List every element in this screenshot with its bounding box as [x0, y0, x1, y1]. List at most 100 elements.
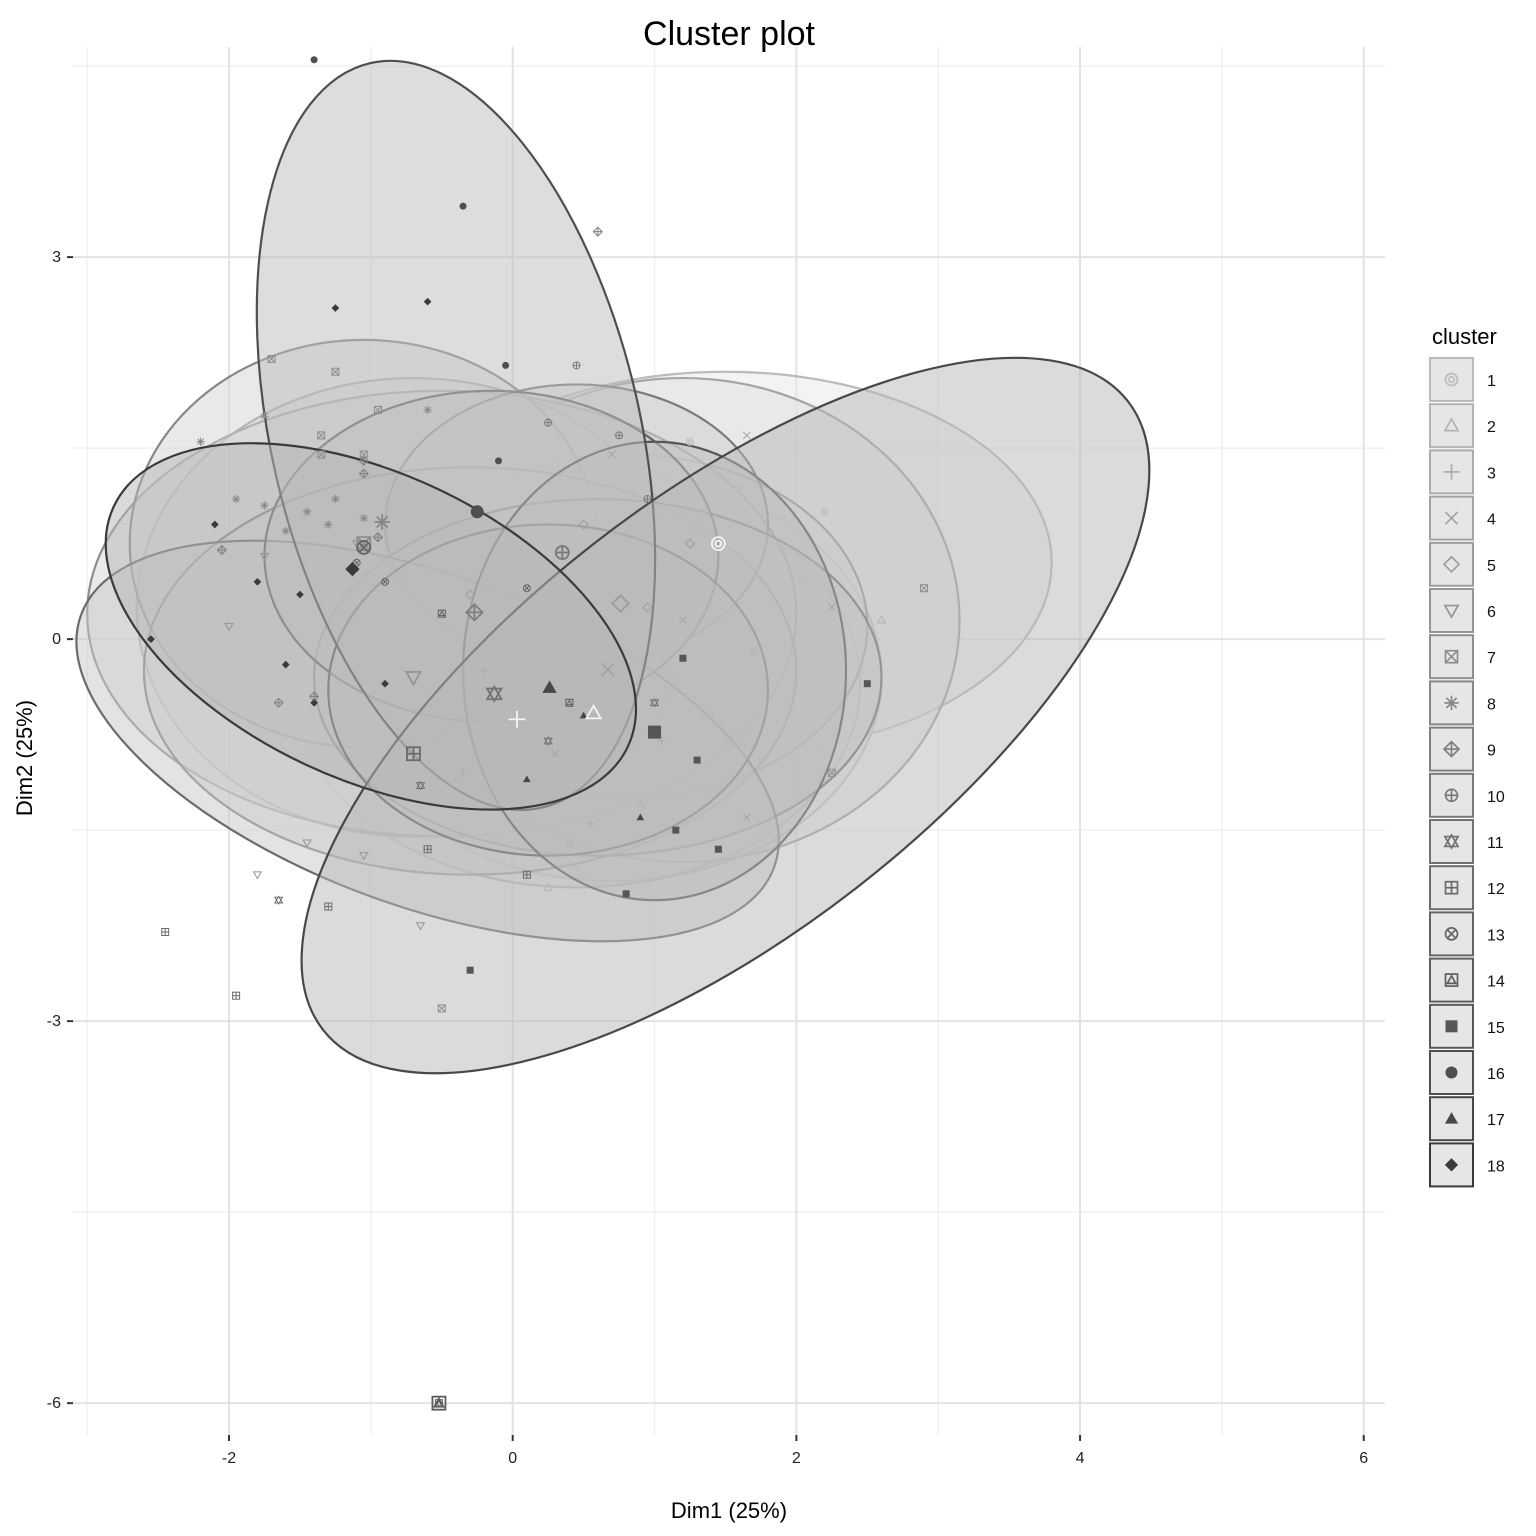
cluster-17-centroid — [542, 680, 557, 693]
cluster-12-point — [423, 845, 432, 854]
cluster-12-point — [161, 928, 170, 937]
x-tick-label: 6 — [1359, 1450, 1368, 1467]
legend-symbol-circle-x — [1444, 927, 1459, 941]
legend-item-6: 6 — [1429, 588, 1496, 633]
cluster-18-point — [331, 304, 340, 312]
cluster-8-point — [331, 494, 340, 504]
cluster-12-point — [232, 991, 241, 1000]
cluster-18-ellipse — [104, 442, 638, 811]
cluster-6-point — [415, 922, 426, 931]
cluster-6-point — [359, 852, 369, 861]
legend-item-14: 14 — [1429, 957, 1505, 1003]
cluster-18-point — [253, 577, 262, 586]
cluster-2-point — [564, 838, 575, 847]
cluster-4-centroid — [600, 662, 615, 677]
cluster-1-point — [629, 488, 638, 497]
cluster-5-point — [642, 602, 653, 613]
legend-label: 2 — [1487, 419, 1496, 436]
legend-symbol-circle-dot — [1444, 372, 1459, 387]
cluster-12-point — [324, 902, 333, 911]
legend-item-5: 5 — [1429, 541, 1496, 587]
cluster-4-point — [551, 749, 560, 758]
cluster-3-point — [479, 666, 489, 676]
cluster-11-point — [273, 895, 284, 906]
cluster-18-point — [381, 679, 389, 688]
cluster-18-point — [310, 698, 318, 707]
cluster-centroids — [345, 505, 726, 1411]
cluster-15-point — [466, 966, 474, 974]
legend-key — [1429, 541, 1474, 587]
legend-label: 1 — [1487, 373, 1496, 390]
cluster-1-point — [778, 545, 787, 554]
cluster-16-point — [310, 56, 318, 64]
legend-item-8: 8 — [1429, 680, 1496, 726]
cluster-18-point — [147, 635, 155, 643]
cluster-4-point — [827, 603, 836, 612]
cluster-9-point — [273, 697, 284, 708]
cluster-1-point — [685, 437, 694, 446]
legend-symbol-square — [1445, 1020, 1458, 1033]
cluster-6-point — [224, 623, 234, 632]
cluster-12-centroid — [406, 746, 421, 762]
legend-symbol-diamond-open — [1442, 555, 1461, 573]
legend-label: 18 — [1487, 1158, 1505, 1175]
cluster-14-point — [565, 698, 574, 707]
cluster-1-point — [693, 526, 702, 535]
y-tick-label: 3 — [52, 249, 61, 266]
legend-item-11: 11 — [1429, 819, 1504, 864]
cluster-7-point — [373, 405, 382, 414]
legend-item-13: 13 — [1429, 911, 1505, 957]
cluster-16-centroid — [470, 505, 484, 519]
legend-symbol-star-of-david — [1443, 833, 1460, 850]
legend-label: 5 — [1487, 558, 1496, 575]
legend-symbol-square-triangle — [1444, 973, 1459, 987]
cluster-16-point — [502, 361, 510, 369]
legend-label: 12 — [1487, 881, 1505, 898]
cluster-11-point — [543, 736, 553, 746]
cluster-3-point — [657, 736, 667, 746]
cluster-2-point — [876, 615, 887, 624]
cluster-5-point — [465, 589, 476, 600]
legend-symbol-triangle — [1444, 1112, 1459, 1124]
cluster-9-point — [592, 226, 603, 237]
legend-symbol-diamond — [1444, 1158, 1459, 1172]
legend-item-15: 15 — [1429, 1003, 1505, 1049]
legend-item-17: 17 — [1429, 1096, 1505, 1142]
cluster-ellipses — [75, 59, 1151, 1075]
y-tick-label: -3 — [47, 1013, 61, 1030]
cluster-6-point — [252, 871, 263, 880]
x-tick-label: -2 — [222, 1450, 236, 1467]
legend-symbol-square-plus — [1444, 880, 1459, 895]
cluster-10-centroid — [554, 545, 570, 560]
legend-label: 3 — [1487, 465, 1496, 482]
cluster-10-point — [643, 495, 652, 504]
cluster-2-point — [749, 647, 759, 656]
data-points — [147, 56, 929, 1408]
cluster-10-point — [544, 418, 553, 427]
cluster-2-point — [635, 799, 646, 809]
legend-key — [1429, 865, 1474, 911]
cluster-7-point — [827, 768, 836, 777]
cluster-8-point — [302, 507, 312, 516]
cluster-7-point — [437, 1004, 446, 1013]
legend-label: 4 — [1487, 512, 1496, 529]
legend-label: 13 — [1487, 927, 1505, 944]
cluster-18-centroid — [345, 561, 360, 577]
cluster-14-point — [437, 609, 446, 618]
cluster-15-point — [714, 845, 722, 853]
cluster-3-point — [586, 819, 596, 829]
cluster-9-point — [216, 544, 228, 556]
cluster-1-point — [735, 482, 744, 491]
cluster-2-point — [543, 882, 553, 891]
cluster-8-point — [260, 412, 269, 421]
legend-symbol-diamond-plus — [1442, 740, 1461, 758]
legend-label: 9 — [1487, 743, 1496, 760]
y-tick-label: -6 — [47, 1395, 61, 1412]
cluster-4-point — [608, 450, 616, 459]
legend-item-9: 9 — [1429, 726, 1496, 772]
cluster-7-point — [331, 367, 340, 376]
cluster-7-point — [267, 354, 276, 363]
legend-key — [1429, 819, 1474, 864]
cluster-7-point — [920, 584, 929, 593]
